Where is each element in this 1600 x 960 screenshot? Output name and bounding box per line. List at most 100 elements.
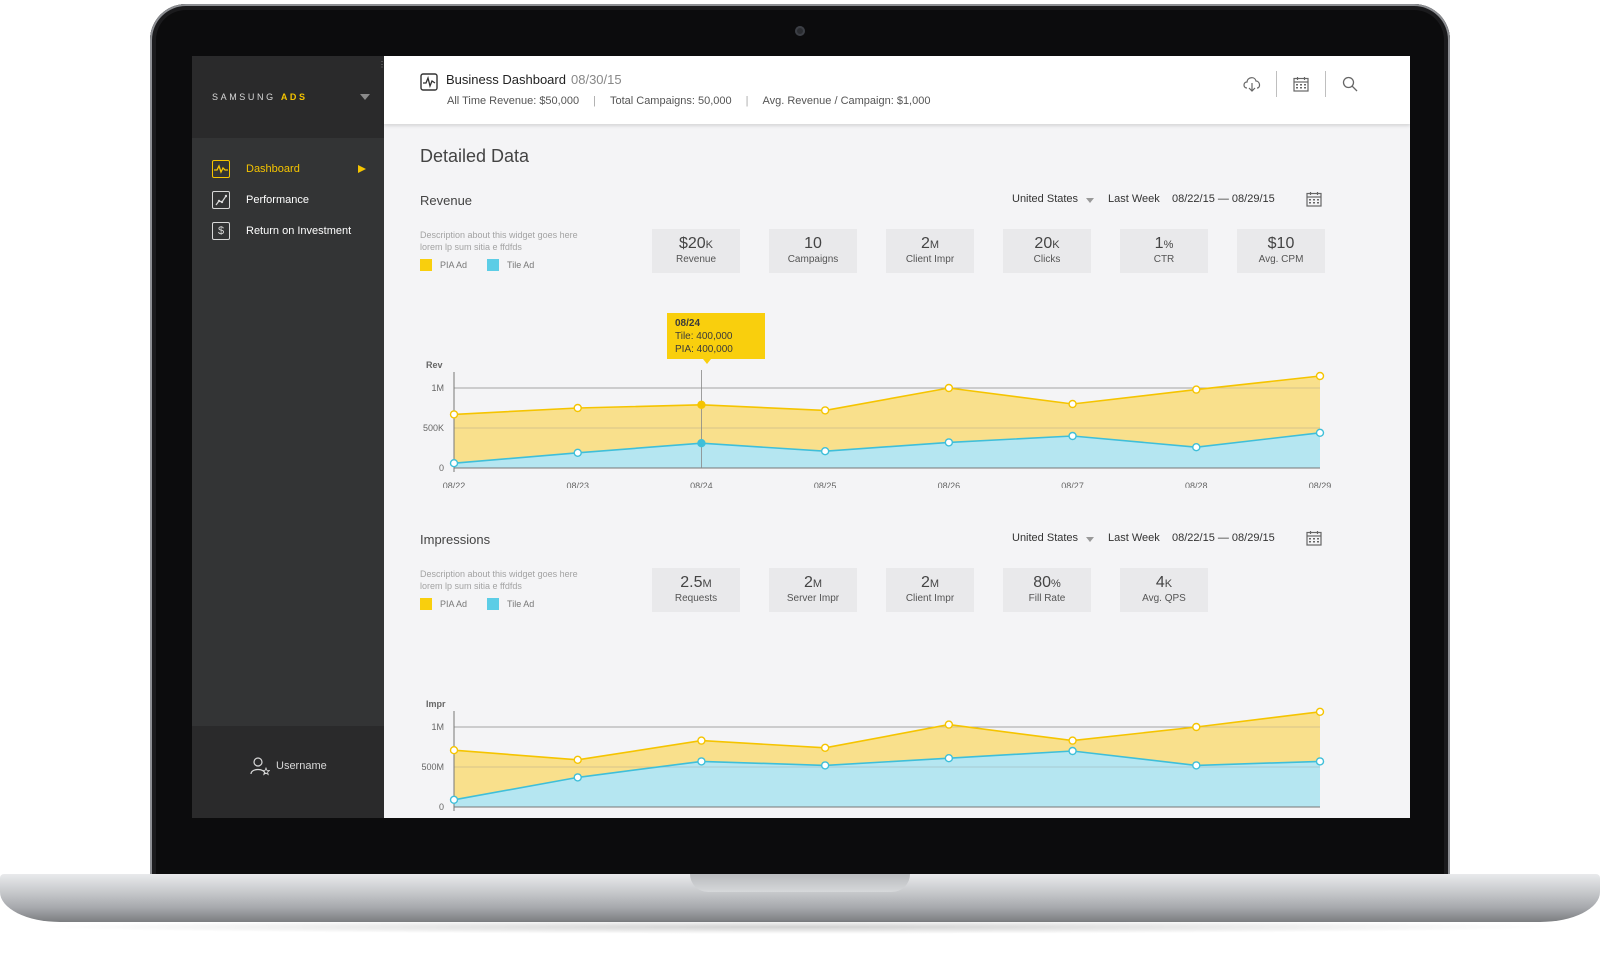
y-tick-label: 500K — [423, 423, 444, 433]
kpi-ctr: 1% CTR — [1120, 229, 1208, 273]
country-select[interactable]: United States — [1012, 193, 1079, 205]
search-icon — [1342, 76, 1358, 92]
series-line-pia — [453, 375, 1321, 416]
range-select[interactable]: Last Week — [1108, 532, 1160, 544]
kpi-number: 20 — [1034, 235, 1053, 252]
data-point-tile — [697, 757, 706, 766]
calendar-button[interactable] — [1277, 70, 1325, 98]
kpi-value: 10 — [769, 235, 857, 254]
calendar-icon — [1293, 77, 1309, 92]
kpi-value: 2.5M — [652, 574, 740, 593]
data-point-tile — [1068, 746, 1077, 756]
kpi-value: 4K — [1120, 574, 1208, 593]
kpi-label: Requests — [674, 593, 718, 604]
dollar-icon: $ — [212, 222, 230, 240]
y-tick-label: 500M — [421, 762, 444, 772]
cloud-download-icon — [1243, 77, 1261, 92]
legend-label: Tile Ad — [507, 599, 535, 609]
kpi-number: $20 — [678, 235, 706, 252]
kpi-value: 2M — [886, 235, 974, 254]
data-point-tile — [944, 753, 954, 763]
impressions-widget: Impressions United States Last Week 08/2… — [420, 530, 1360, 818]
data-point-pia — [449, 745, 459, 755]
kpi-unit: K — [1052, 239, 1060, 251]
revenue-chart[interactable]: Rev 1M 500K 0 08/22 08/23 08/24 08/25 08/26 08/27… — [420, 328, 1360, 488]
date-range[interactable]: 08/22/15 — 08/29/15 — [1172, 532, 1275, 544]
stat-total-campaigns: Total Campaigns: 50,000 — [609, 95, 732, 107]
chevron-down-icon[interactable] — [1086, 198, 1094, 203]
header: Business Dashboard 08/30/15 All Time Rev… — [384, 56, 1410, 124]
screen: SAMSUNG ADS ⋮ Dashboard Performance $ Re… — [192, 56, 1410, 818]
kpi-label: Client Impr — [905, 254, 955, 265]
data-point-tile — [1192, 761, 1201, 770]
search-button[interactable] — [1326, 70, 1374, 98]
kpi-label: Server Impr — [786, 593, 840, 604]
x-tick-label: 08/24 — [690, 481, 713, 488]
legend-swatch — [420, 259, 432, 271]
widget-title: Impressions — [420, 532, 491, 547]
header-actions — [1228, 70, 1374, 98]
download-button[interactable] — [1228, 70, 1276, 98]
chevron-down-icon[interactable] — [1086, 537, 1094, 542]
user-menu[interactable]: Username — [250, 756, 327, 776]
x-tick-label: 08/27 — [1061, 481, 1084, 488]
data-point-pia — [573, 755, 582, 765]
widget-description: Description about this widget goes here … — [420, 569, 578, 591]
pulse-icon — [212, 160, 230, 178]
brand-logo[interactable]: SAMSUNG ADS — [212, 92, 308, 102]
stat-all-time-revenue: All Time Revenue: $50,000 — [447, 95, 580, 107]
chart-tooltip: 08/24 Tile: 400,000 PIA: 400,000 — [667, 313, 765, 359]
impressions-chart[interactable]: Impr1M500M008/2208/2308/2408/2508/2608/2… — [420, 667, 1360, 818]
user-bar: Username — [192, 726, 384, 818]
tooltip-arrow — [703, 359, 711, 364]
y-tick-label: 0 — [439, 463, 444, 473]
data-point-pia — [449, 410, 459, 419]
data-point-pia — [1068, 736, 1077, 745]
legend-item-pia: PIA Ad — [420, 598, 467, 610]
header-date: 08/30/15 — [571, 72, 622, 87]
x-tick-label: 08/22 — [443, 481, 466, 488]
kpi-unit: M — [812, 578, 823, 590]
country-select[interactable]: United States — [1012, 532, 1079, 544]
kpi-value: $10 — [1237, 235, 1325, 254]
scatter-chart-icon — [212, 191, 230, 209]
x-tick-label: 08/26 — [938, 481, 961, 488]
x-tick-label: 08/29 — [1309, 481, 1332, 488]
laptop-shadow — [30, 920, 1570, 934]
data-point-tile — [449, 795, 459, 805]
kpi-server-impr: 2M Server Impr — [769, 568, 857, 612]
y-tick-label: 0 — [439, 802, 444, 812]
kpi-label: Fill Rate — [1028, 593, 1066, 604]
kpi-value: 80% — [1003, 574, 1091, 593]
data-point-pia — [944, 383, 954, 393]
data-point-tile — [820, 446, 830, 456]
calendar-icon[interactable] — [1306, 191, 1322, 207]
date-range[interactable]: 08/22/15 — 08/29/15 — [1172, 193, 1275, 205]
legend-swatch — [487, 598, 500, 610]
kpi-value: 2M — [886, 574, 974, 593]
data-point-pia — [1068, 399, 1077, 409]
data-point-pia — [697, 400, 706, 410]
kpi-campaigns: 10 Campaigns — [769, 229, 857, 273]
sidebar-item-dashboard[interactable]: Dashboard — [212, 158, 300, 180]
kpi-value: 20K — [1003, 235, 1091, 254]
sidebar-item-roi[interactable]: $ Return on Investment — [212, 220, 351, 242]
brand-dropdown-icon[interactable] — [360, 94, 370, 100]
y-axis-label: Rev — [426, 360, 443, 370]
data-point-tile — [1315, 757, 1325, 766]
series-line-tile — [453, 432, 1321, 464]
range-select[interactable]: Last Week — [1108, 193, 1160, 205]
stat-separator: | — [593, 95, 596, 107]
legend: PIA Ad Tile Ad — [420, 259, 554, 271]
legend-label: PIA Ad — [440, 260, 468, 270]
kpi-number: 10 — [804, 235, 822, 252]
calendar-icon[interactable] — [1306, 530, 1322, 546]
series-line-pia — [453, 711, 1321, 761]
data-point-pia — [1192, 722, 1201, 732]
revenue-widget: Revenue United States Last Week 08/22/15… — [420, 191, 1360, 488]
data-point-pia — [944, 720, 954, 729]
kpi-label: Client Impr — [905, 593, 955, 604]
data-point-tile — [944, 438, 954, 447]
sidebar-item-performance[interactable]: Performance — [212, 189, 309, 211]
kpi-unit: M — [929, 578, 940, 590]
